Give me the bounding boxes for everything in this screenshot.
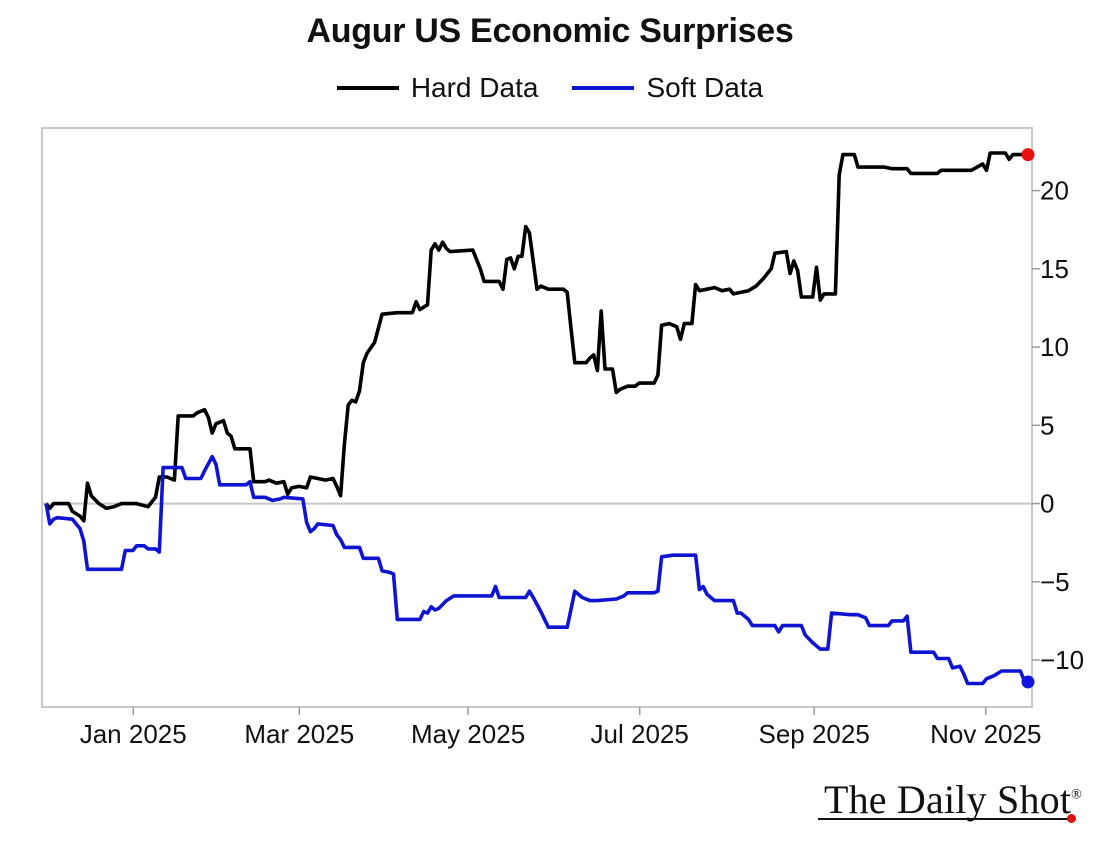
chart-legend: Hard Data Soft Data: [0, 72, 1100, 104]
legend-label-hard-data: Hard Data: [410, 72, 539, 103]
brand-underline: [818, 818, 1068, 820]
y-tick-label: −10: [1040, 645, 1084, 675]
y-tick-label: 0: [1040, 489, 1054, 519]
y-tick-label: 10: [1040, 332, 1069, 362]
legend-entry-hard-data: Hard Data: [336, 72, 539, 104]
plot-frame: [41, 127, 1033, 708]
legend-swatch-soft-data: [572, 86, 635, 90]
x-tick-label: Jan 2025: [80, 719, 187, 749]
end-marker-soft-data: [1021, 675, 1035, 689]
y-tick-label: 15: [1040, 254, 1069, 284]
y-tick-label: 20: [1040, 176, 1069, 206]
legend-label-soft-data: Soft Data: [646, 72, 764, 103]
the-daily-shot-logo: The Daily Shot®: [824, 776, 1082, 823]
x-tick-label: May 2025: [411, 719, 525, 749]
x-tick-label: Jul 2025: [591, 719, 689, 749]
registered-mark: ®: [1071, 787, 1082, 803]
chart-title: Augur US Economic Surprises: [306, 12, 794, 50]
x-tick-label: Nov 2025: [930, 719, 1041, 749]
end-marker-hard-data: [1021, 148, 1035, 162]
x-tick-label: Mar 2025: [244, 719, 354, 749]
y-tick-label: 5: [1040, 410, 1054, 440]
y-tick-label: −5: [1040, 567, 1070, 597]
series-line-hard-data: [44, 151, 1028, 523]
x-tick-label: Sep 2025: [758, 719, 869, 749]
legend-entry-soft-data: Soft Data: [572, 72, 763, 104]
series-line-soft-data: [44, 454, 1029, 686]
brand-name: The Daily Shot: [823, 777, 1072, 822]
legend-swatch-hard-data: [336, 86, 399, 90]
brand-dot: [1067, 814, 1076, 823]
